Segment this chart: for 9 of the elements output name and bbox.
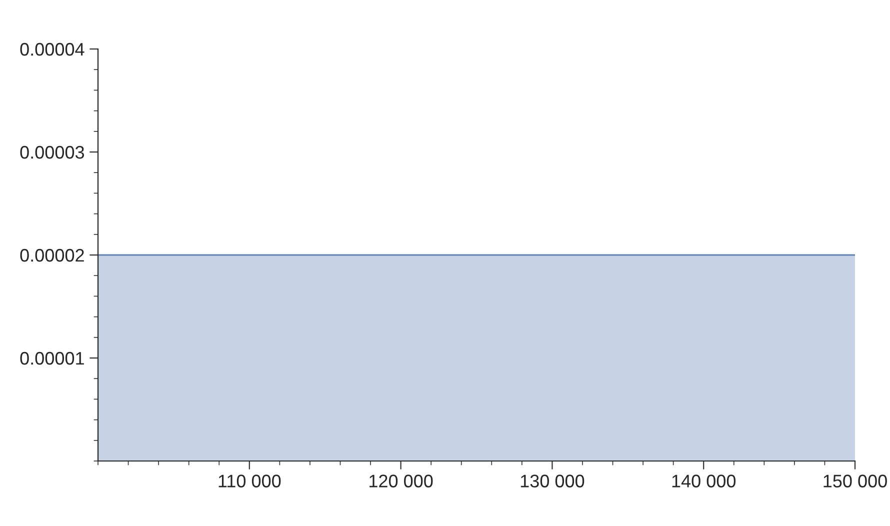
y-tick-label: 0.00003 — [20, 146, 84, 159]
x-tick-label: 130 000 — [520, 474, 584, 488]
y-tick-label: 0.00002 — [20, 248, 84, 262]
x-tick-label: 120 000 — [370, 474, 433, 488]
x-tick-label: 110 000 — [218, 474, 281, 488]
x-tick-label: 140 000 — [672, 474, 736, 488]
y-tick-label: 0.00004 — [20, 42, 84, 56]
y-tick-label: 0.00001 — [20, 352, 84, 365]
x-tick-label: 150 000 — [824, 474, 887, 488]
